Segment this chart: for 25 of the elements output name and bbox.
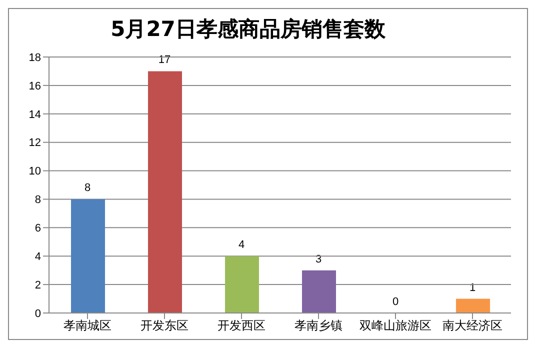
x-tick-label: 孝南乡镇 (294, 318, 342, 333)
y-tick-label: 8 (34, 194, 41, 206)
y-tick-label: 12 (28, 137, 41, 150)
x-tick-label: 开发西区 (218, 318, 266, 333)
bar (456, 298, 490, 313)
chart-title: 5月27日孝感商品房销售套数 (110, 16, 386, 43)
bar (302, 270, 336, 313)
data-label: 0 (392, 296, 399, 308)
y-tick-label: 6 (34, 222, 41, 235)
x-tick-label: 孝南城区 (64, 318, 112, 333)
x-tick-label: 双峰山旅游区 (360, 318, 432, 333)
data-label: 8 (84, 182, 91, 194)
x-tick-label: 开发东区 (140, 318, 188, 333)
bar (225, 256, 259, 313)
y-tick-label: 16 (28, 80, 41, 92)
y-tick-label: 18 (28, 52, 41, 64)
y-tick-label: 14 (28, 108, 41, 121)
y-tick-label: 0 (34, 308, 41, 320)
y-tick-label: 4 (34, 251, 41, 264)
y-tick-label: 10 (28, 166, 41, 178)
bar (148, 71, 182, 313)
y-tick-label: 2 (34, 279, 41, 292)
bar (71, 199, 105, 313)
x-tick-label: 南大经济区 (442, 318, 502, 333)
data-label: 4 (238, 239, 245, 252)
